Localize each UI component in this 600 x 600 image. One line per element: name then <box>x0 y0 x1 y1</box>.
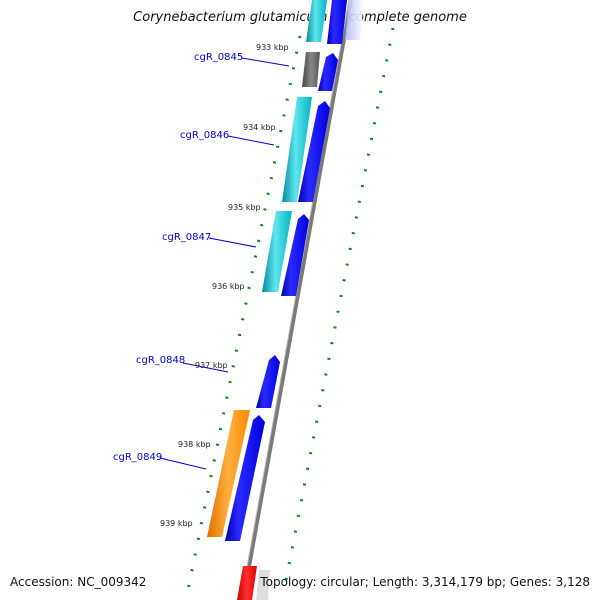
gene-label[interactable]: cgR_0847 <box>162 232 211 243</box>
gene-label[interactable]: cgR_0845 <box>194 52 243 63</box>
gene-label[interactable]: cgR_0846 <box>180 130 229 141</box>
gene-label[interactable]: cgR_0848 <box>136 355 185 366</box>
kbp-tick-label: 938 kbp <box>178 440 211 449</box>
genome-backbone <box>241 0 353 600</box>
partial-gene-top-teal <box>306 0 327 42</box>
kbp-tick-label: 936 kbp <box>212 282 245 291</box>
gene-cgR-0845[interactable]: cgR_0845 <box>194 52 338 91</box>
kbp-tick-label: 934 kbp <box>243 123 276 132</box>
kbp-tick-label: 937 kbp <box>195 361 228 370</box>
kbp-tick-label: 933 kbp <box>256 43 289 52</box>
gene-cgR-0848[interactable]: cgR_0848 <box>136 355 280 408</box>
gene-cgR-0847[interactable]: cgR_0847 <box>162 211 309 296</box>
gene-label[interactable]: cgR_0849 <box>113 452 162 463</box>
gene-cgR-0849[interactable]: cgR_0849 <box>113 410 265 541</box>
kbp-tick-label: 939 kbp <box>160 519 193 528</box>
gene-cgR-0846[interactable]: cgR_0846 <box>180 97 330 202</box>
map-title: Corynebacterium glutamicum R, complete g… <box>133 10 467 25</box>
topology-label: Topology: circular; Length: 3,314,179 bp… <box>260 575 590 589</box>
kbp-scale: 933 kbp 934 kbp 935 kbp 936 kbp 937 kbp … <box>160 43 289 528</box>
kbp-tick-label: 935 kbp <box>228 203 261 212</box>
partial-gene-top-blue <box>327 0 364 44</box>
genome-backbone-highlight <box>240 0 350 600</box>
accession-label: Accession: NC_009342 <box>10 575 147 589</box>
partial-gene-bottom-red <box>237 566 270 600</box>
